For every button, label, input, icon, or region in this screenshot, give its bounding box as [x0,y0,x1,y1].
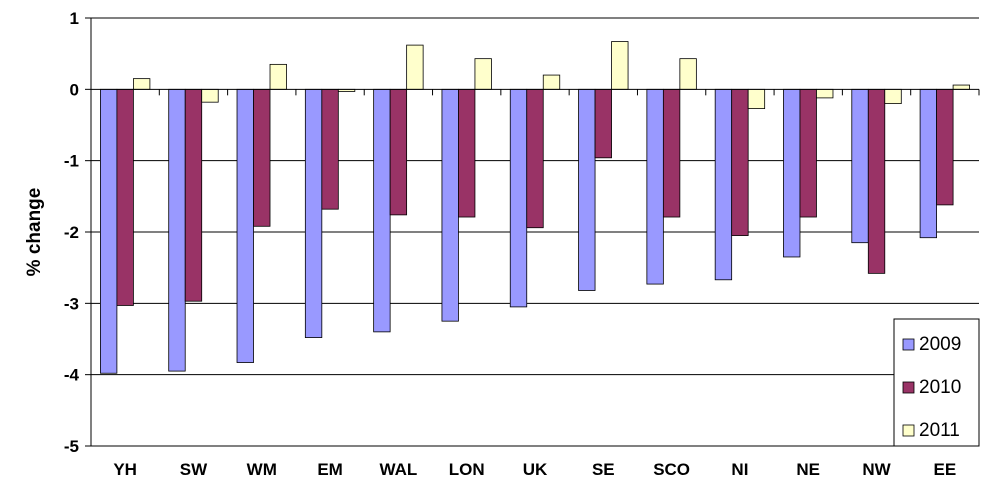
bar-sw-2011 [201,88,219,103]
axes [85,17,980,447]
y-tick-label-5: -4 [64,366,80,385]
y-tick-label-6: -5 [64,437,79,456]
bar-wm-2009 [236,88,254,363]
bar-ni-2010 [731,88,749,236]
x-category-label-ni: NI [731,460,748,479]
bar-sw-2010 [184,88,203,302]
bar-sco-2009 [646,88,664,285]
y-tick-label-1: 0 [70,80,79,99]
x-category-label-lon: LON [449,460,485,479]
bar-lon-2009 [441,88,459,322]
bar-wal-2011 [406,44,424,90]
bar-ne-2011 [816,88,834,99]
bar-uk-2009 [509,88,528,308]
y-tick-label-0: 1 [70,9,79,28]
bar-uk-2010 [526,88,544,229]
bar-ee-2009 [919,88,937,239]
x-category-label-nw: NW [862,460,891,479]
bar-sco-2010 [662,88,681,218]
bar-ne-2010 [799,88,817,218]
bar-ni-2011 [747,88,766,109]
x-category-label-wal: WAL [379,460,417,479]
legend-swatch-2009 [902,338,915,351]
x-category-label-ee: EE [934,460,957,479]
x-category-label-uk: UK [523,460,548,479]
bar-wm-2011 [269,63,287,90]
y-tick-label-2: -1 [64,152,79,171]
legend-label-2011: 2011 [919,420,960,441]
y-tick-label-3: -2 [64,223,79,242]
bar-se-2009 [578,88,596,291]
bar-ee-2010 [936,88,954,206]
x-category-label-yh: YH [113,460,137,479]
bar-ne-2009 [783,88,801,258]
bar-uk-2011 [542,74,561,90]
x-category-label-em: EM [317,460,343,479]
x-category-label-sco: SCO [653,460,690,479]
bar-nw-2009 [851,88,869,244]
bar-lon-2010 [458,88,476,218]
bars [100,41,970,374]
x-category-label-wm: WM [247,460,277,479]
x-category-label-sw: SW [180,460,208,479]
legend-swatch-2011 [902,424,915,437]
bar-em-2009 [304,88,323,338]
bar-lon-2011 [474,58,492,90]
y-tick-labels: 1 0 -1 -2 -3 -4 -5 [64,9,80,456]
y-tick-label-4: -3 [64,294,79,313]
bar-wm-2010 [253,88,271,227]
x-category-label-ne: NE [796,460,820,479]
bar-yh-2010 [116,88,134,306]
bar-nw-2010 [867,88,886,274]
x-category-labels: YH SW WM EM WAL LON UK SE SCO NI NE NW EE [113,460,956,479]
bar-ni-2009 [714,88,733,281]
legend-label-2009: 2009 [919,334,961,355]
bar-yh-2011 [133,78,151,90]
bar-nw-2011 [884,88,902,105]
x-category-label-se: SE [592,460,615,479]
y-axis-label: % change [24,188,45,277]
bar-se-2011 [611,41,629,90]
bar-yh-2009 [100,88,118,374]
bar-sw-2009 [168,88,186,372]
legend: 2009 2010 2011 [893,318,980,447]
bar-sco-2011 [679,58,697,90]
legend-swatch-2010 [902,381,915,394]
bar-wal-2009 [373,88,391,333]
bar-em-2010 [321,88,339,210]
bar-ee-2011 [952,84,970,90]
gridlines [91,17,979,447]
bar-wal-2010 [389,88,408,216]
bar-se-2010 [594,88,612,159]
legend-label-2010: 2010 [919,377,961,398]
